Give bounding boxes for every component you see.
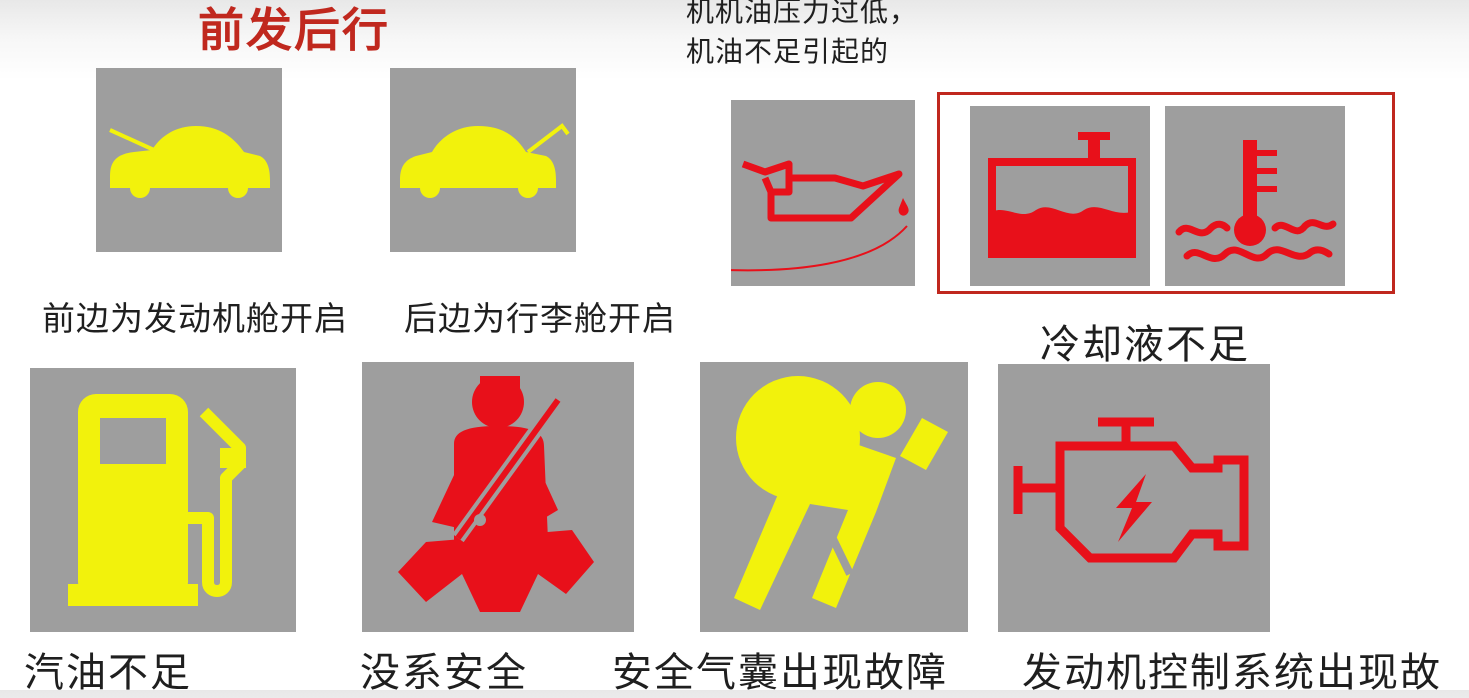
engine-caption: 发动机控制系统出现故 [1022, 650, 1442, 696]
airbag-tile [700, 362, 968, 632]
airbag-icon [734, 376, 948, 610]
car-hood-open-icon [109, 126, 270, 198]
oil-pressure-tile [731, 100, 915, 286]
seatbelt-icon [398, 376, 594, 612]
oil-pressure-note: 机机油压力过低， 机油不足引起的 [686, 0, 918, 72]
coolant-reservoir-icon [988, 132, 1136, 258]
hood-open-tile [96, 68, 282, 252]
oil-note-line-1: 机机油压力过低， [686, 0, 919, 28]
oil-note-line-2: 机油不足引起的 [686, 35, 890, 68]
oil-can-icon [731, 160, 909, 272]
coolant-temperature-icon [1175, 140, 1337, 262]
trunk-open-caption: 后边为行李舱开启 [404, 299, 676, 338]
hood-open-caption: 前边为发动机舱开启 [42, 299, 348, 338]
fuel-low-tile [30, 368, 296, 632]
fuel-pump-icon [68, 394, 246, 606]
coolant-low-caption: 冷却液不足 [1040, 322, 1250, 368]
engine-tile [998, 364, 1270, 632]
trunk-open-tile [390, 68, 576, 252]
coolant-reservoir-tile [970, 106, 1150, 286]
airbag-caption: 安全气囊出现故障 [612, 650, 948, 696]
check-engine-icon [1013, 417, 1249, 563]
car-trunk-open-icon [400, 123, 570, 198]
fuel-low-caption: 汽油不足 [24, 650, 192, 696]
coolant-temp-tile [1165, 106, 1345, 286]
seatbelt-tile [362, 362, 634, 632]
seatbelt-caption: 没系安全 [360, 650, 528, 696]
page-title: 前发后行 [198, 3, 390, 57]
coolant-frame [937, 92, 1395, 294]
